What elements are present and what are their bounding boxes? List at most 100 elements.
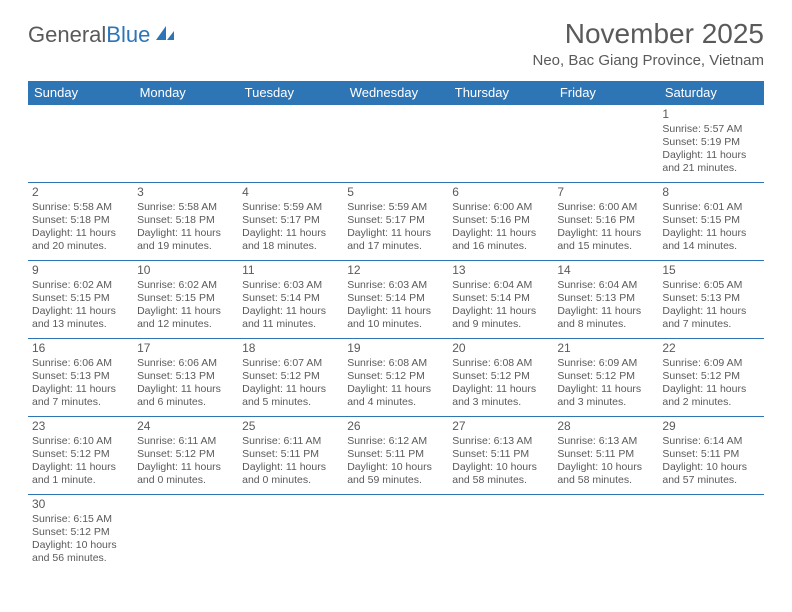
sunrise-text: Sunrise: 6:15 AM bbox=[32, 513, 129, 526]
weekday-header: Friday bbox=[553, 81, 658, 105]
calendar-cell: 14Sunrise: 6:04 AMSunset: 5:13 PMDayligh… bbox=[553, 261, 658, 339]
daylight-text: Daylight: 11 hours bbox=[137, 227, 234, 240]
calendar-cell: 8Sunrise: 6:01 AMSunset: 5:15 PMDaylight… bbox=[658, 183, 763, 261]
sunset-text: Sunset: 5:18 PM bbox=[32, 214, 129, 227]
daylight-text: Daylight: 11 hours bbox=[347, 383, 444, 396]
calendar-cell: 26Sunrise: 6:12 AMSunset: 5:11 PMDayligh… bbox=[343, 417, 448, 495]
sunset-text: Sunset: 5:11 PM bbox=[662, 448, 759, 461]
sunset-text: Sunset: 5:12 PM bbox=[347, 370, 444, 383]
daylight-text: Daylight: 10 hours bbox=[32, 539, 129, 552]
daylight-text: Daylight: 11 hours bbox=[242, 383, 339, 396]
calendar-cell: 10Sunrise: 6:02 AMSunset: 5:15 PMDayligh… bbox=[133, 261, 238, 339]
daylight-text: Daylight: 10 hours bbox=[557, 461, 654, 474]
daylight-text: and 9 minutes. bbox=[452, 318, 549, 331]
daylight-text: Daylight: 10 hours bbox=[452, 461, 549, 474]
sunset-text: Sunset: 5:12 PM bbox=[32, 448, 129, 461]
daylight-text: and 2 minutes. bbox=[662, 396, 759, 409]
day-number: 30 bbox=[32, 497, 129, 512]
sunset-text: Sunset: 5:12 PM bbox=[557, 370, 654, 383]
sail-icon bbox=[154, 22, 176, 48]
calendar-cell: 27Sunrise: 6:13 AMSunset: 5:11 PMDayligh… bbox=[448, 417, 553, 495]
daylight-text: Daylight: 11 hours bbox=[557, 305, 654, 318]
calendar-cell: 7Sunrise: 6:00 AMSunset: 5:16 PMDaylight… bbox=[553, 183, 658, 261]
daylight-text: Daylight: 11 hours bbox=[32, 383, 129, 396]
day-number: 9 bbox=[32, 263, 129, 278]
calendar-row: 2Sunrise: 5:58 AMSunset: 5:18 PMDaylight… bbox=[28, 183, 764, 261]
calendar-cell: 17Sunrise: 6:06 AMSunset: 5:13 PMDayligh… bbox=[133, 339, 238, 417]
day-number: 16 bbox=[32, 341, 129, 356]
calendar-cell bbox=[133, 495, 238, 573]
sunrise-text: Sunrise: 6:09 AM bbox=[557, 357, 654, 370]
day-number: 18 bbox=[242, 341, 339, 356]
day-number: 20 bbox=[452, 341, 549, 356]
daylight-text: Daylight: 11 hours bbox=[242, 305, 339, 318]
daylight-text: and 56 minutes. bbox=[32, 552, 129, 565]
day-number: 3 bbox=[137, 185, 234, 200]
daylight-text: Daylight: 11 hours bbox=[557, 383, 654, 396]
calendar-cell bbox=[658, 495, 763, 573]
daylight-text: Daylight: 11 hours bbox=[32, 305, 129, 318]
calendar-cell: 20Sunrise: 6:08 AMSunset: 5:12 PMDayligh… bbox=[448, 339, 553, 417]
sunset-text: Sunset: 5:15 PM bbox=[32, 292, 129, 305]
daylight-text: and 14 minutes. bbox=[662, 240, 759, 253]
sunrise-text: Sunrise: 6:02 AM bbox=[32, 279, 129, 292]
sunset-text: Sunset: 5:18 PM bbox=[137, 214, 234, 227]
daylight-text: Daylight: 11 hours bbox=[662, 149, 759, 162]
day-number: 13 bbox=[452, 263, 549, 278]
day-number: 1 bbox=[662, 107, 759, 122]
daylight-text: and 0 minutes. bbox=[137, 474, 234, 487]
daylight-text: and 11 minutes. bbox=[242, 318, 339, 331]
calendar-cell bbox=[343, 105, 448, 183]
day-number: 4 bbox=[242, 185, 339, 200]
daylight-text: and 8 minutes. bbox=[557, 318, 654, 331]
calendar-cell: 25Sunrise: 6:11 AMSunset: 5:11 PMDayligh… bbox=[238, 417, 343, 495]
calendar-cell bbox=[238, 105, 343, 183]
calendar-cell bbox=[553, 495, 658, 573]
day-number: 5 bbox=[347, 185, 444, 200]
calendar-cell: 30Sunrise: 6:15 AMSunset: 5:12 PMDayligh… bbox=[28, 495, 133, 573]
daylight-text: Daylight: 11 hours bbox=[137, 305, 234, 318]
daylight-text: Daylight: 11 hours bbox=[137, 383, 234, 396]
month-title: November 2025 bbox=[532, 18, 764, 50]
day-number: 2 bbox=[32, 185, 129, 200]
day-number: 29 bbox=[662, 419, 759, 434]
day-number: 21 bbox=[557, 341, 654, 356]
sunset-text: Sunset: 5:11 PM bbox=[242, 448, 339, 461]
sunrise-text: Sunrise: 6:08 AM bbox=[347, 357, 444, 370]
daylight-text: and 5 minutes. bbox=[242, 396, 339, 409]
calendar-cell bbox=[448, 105, 553, 183]
sunset-text: Sunset: 5:12 PM bbox=[242, 370, 339, 383]
sunset-text: Sunset: 5:11 PM bbox=[347, 448, 444, 461]
daylight-text: and 6 minutes. bbox=[137, 396, 234, 409]
calendar-cell: 15Sunrise: 6:05 AMSunset: 5:13 PMDayligh… bbox=[658, 261, 763, 339]
sunrise-text: Sunrise: 6:09 AM bbox=[662, 357, 759, 370]
calendar-cell bbox=[448, 495, 553, 573]
calendar-page: GeneralBlue November 2025 Neo, Bac Giang… bbox=[0, 0, 792, 573]
daylight-text: and 4 minutes. bbox=[347, 396, 444, 409]
day-number: 8 bbox=[662, 185, 759, 200]
daylight-text: and 18 minutes. bbox=[242, 240, 339, 253]
calendar-cell: 29Sunrise: 6:14 AMSunset: 5:11 PMDayligh… bbox=[658, 417, 763, 495]
day-number: 23 bbox=[32, 419, 129, 434]
calendar-row: 16Sunrise: 6:06 AMSunset: 5:13 PMDayligh… bbox=[28, 339, 764, 417]
calendar-cell: 4Sunrise: 5:59 AMSunset: 5:17 PMDaylight… bbox=[238, 183, 343, 261]
weekday-header: Tuesday bbox=[238, 81, 343, 105]
sunrise-text: Sunrise: 5:59 AM bbox=[347, 201, 444, 214]
calendar-cell bbox=[553, 105, 658, 183]
day-number: 7 bbox=[557, 185, 654, 200]
sunrise-text: Sunrise: 6:10 AM bbox=[32, 435, 129, 448]
daylight-text: and 12 minutes. bbox=[137, 318, 234, 331]
weekday-header: Sunday bbox=[28, 81, 133, 105]
daylight-text: Daylight: 11 hours bbox=[137, 461, 234, 474]
calendar-cell: 28Sunrise: 6:13 AMSunset: 5:11 PMDayligh… bbox=[553, 417, 658, 495]
calendar-cell: 13Sunrise: 6:04 AMSunset: 5:14 PMDayligh… bbox=[448, 261, 553, 339]
daylight-text: and 58 minutes. bbox=[557, 474, 654, 487]
sunrise-text: Sunrise: 6:13 AM bbox=[452, 435, 549, 448]
sunset-text: Sunset: 5:15 PM bbox=[662, 214, 759, 227]
daylight-text: and 58 minutes. bbox=[452, 474, 549, 487]
daylight-text: Daylight: 11 hours bbox=[662, 305, 759, 318]
calendar-row: 1Sunrise: 5:57 AMSunset: 5:19 PMDaylight… bbox=[28, 105, 764, 183]
sunrise-text: Sunrise: 5:58 AM bbox=[32, 201, 129, 214]
daylight-text: Daylight: 11 hours bbox=[662, 227, 759, 240]
daylight-text: Daylight: 10 hours bbox=[662, 461, 759, 474]
